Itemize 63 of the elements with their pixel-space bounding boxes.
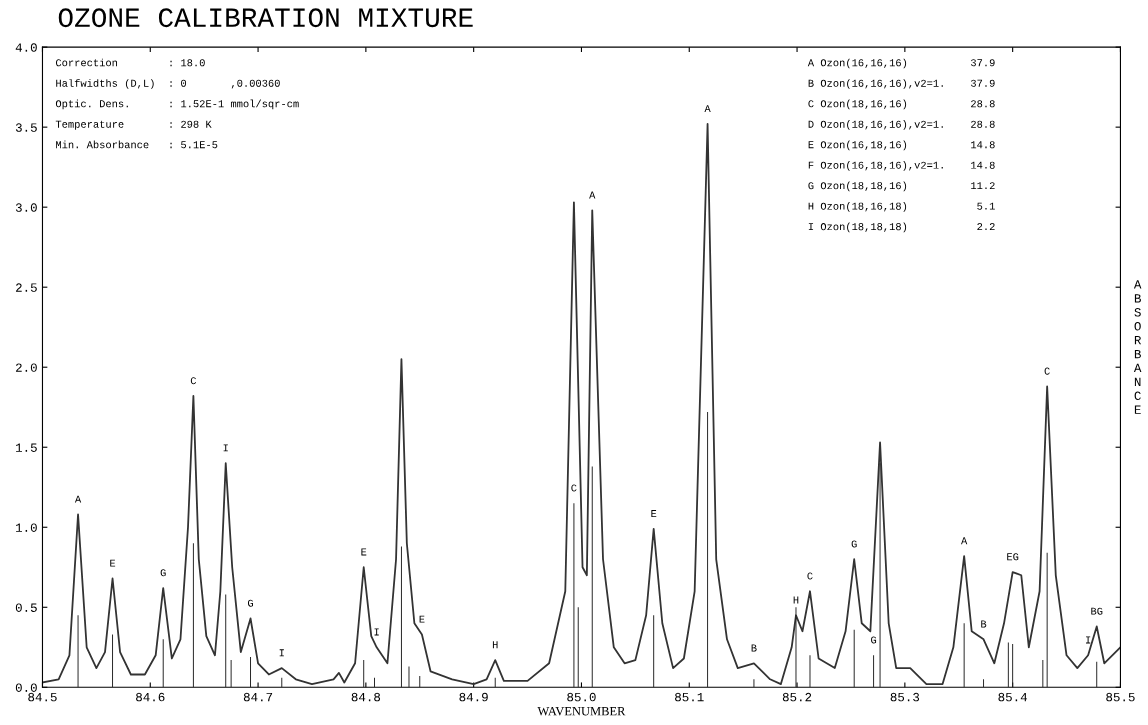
annotation: C Ozon(18,16,16) 28.8: [808, 99, 995, 110]
annotation: E: [419, 615, 425, 623]
annotation: Optic. Dens. : 1.52E-1 mmol/sqr-cm: [55, 99, 299, 110]
annotation: F Ozon(16,18,16),v2=1. 14.8: [808, 161, 995, 171]
x-tick-label: 85.0: [567, 692, 596, 702]
y-tick-label: 2.0: [15, 363, 37, 372]
annotation: G: [851, 540, 857, 548]
annotation: A: [704, 105, 711, 113]
annotation: A Ozon(16,16,16) 37.9: [807, 58, 995, 69]
y-tick-label: 3.5: [15, 123, 37, 132]
annotation: B Ozon(16,16,16),v2=1. 37.9: [808, 79, 995, 89]
annotation: I: [279, 649, 284, 657]
annotation: I Ozon(18,18,18) 2.2: [808, 222, 995, 233]
annotation: E: [651, 510, 657, 517]
annotation: H Ozon(18,16,18) 5.1: [808, 202, 995, 212]
annotation: E: [361, 548, 367, 556]
y-tick-label: 3.0: [15, 203, 37, 212]
y-tick-label: 1.5: [16, 443, 37, 452]
annotation: Temperature : 298 K: [55, 120, 212, 130]
annotation: C: [190, 377, 197, 385]
annotation: A: [74, 495, 82, 503]
y-tick-label: 1.0: [16, 523, 37, 532]
annotation: B: [751, 644, 757, 652]
annotation: D Ozon(18,16,16),v2=1. 28.8: [808, 120, 995, 130]
annotation: C: [571, 484, 577, 492]
x-tick-label: 85.4: [998, 692, 1028, 702]
annotation: E: [110, 559, 116, 567]
annotation: I: [223, 444, 228, 452]
annotation: C: [807, 572, 813, 580]
x-tick-label: 85.3: [890, 692, 920, 702]
x-axis-title: WAVENUMBER: [537, 707, 626, 716]
annotation: A: [961, 537, 968, 545]
annotation: G: [871, 636, 877, 644]
annotation: I: [374, 628, 379, 636]
annotation: Min. Absorbance : 5.1E-5: [56, 140, 218, 149]
text: ABSORBANCE: [1133, 280, 1142, 414]
annotation: G: [247, 599, 254, 607]
x-tick-label: 84.6: [136, 692, 165, 702]
annotation: H: [492, 641, 498, 649]
x-tick-label: 84.9: [459, 692, 488, 702]
x-tick-label: 85.5: [1106, 692, 1135, 702]
x-tick-label: 84.5: [28, 692, 57, 702]
y-tick-label: 0.5: [15, 603, 37, 612]
x-tick-label: 85.1: [675, 692, 704, 702]
x-tick-label: 84.7: [243, 692, 273, 702]
annotation: B: [981, 620, 987, 628]
annotation: H: [793, 596, 799, 604]
annotation: G Ozon(18,18,16) 11.2: [808, 181, 995, 192]
x-tick-label: 85.2: [782, 692, 812, 702]
annotation: Halfwidths (D,L) : 0 ,0.00360: [56, 79, 280, 89]
chart-title: OZONE CALIBRATION MIXTURE: [58, 8, 473, 28]
annotation: E Ozon(16,18,16) 14.8: [808, 140, 995, 151]
annotation: C: [1044, 367, 1050, 375]
x-tick-label: 84.8: [351, 692, 381, 702]
annotation: Correction : 18.0: [55, 58, 205, 67]
annotation: EG: [1007, 553, 1019, 561]
annotation: A: [589, 191, 596, 199]
y-tick-label: 2.5: [15, 283, 37, 292]
y-tick-label: 4.0: [15, 43, 37, 52]
y-tick-label: 0.0: [15, 683, 37, 692]
annotation: BG: [1091, 607, 1103, 615]
annotation: I: [1086, 636, 1091, 644]
annotation: G: [160, 569, 166, 577]
